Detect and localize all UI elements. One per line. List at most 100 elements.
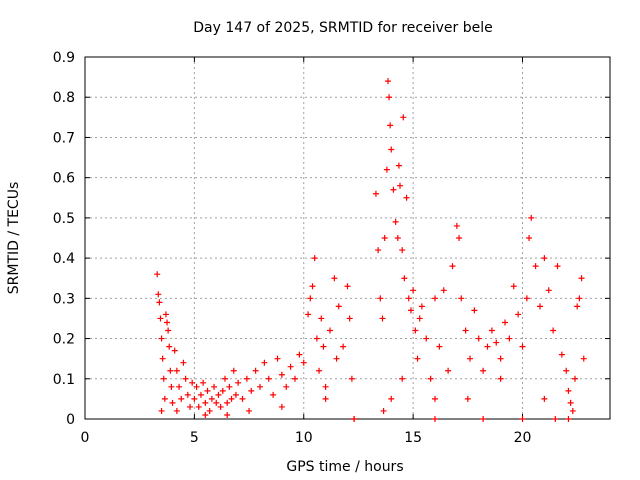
data-point bbox=[322, 395, 329, 402]
data-point bbox=[506, 335, 513, 342]
data-point bbox=[515, 311, 522, 318]
data-point bbox=[160, 375, 167, 382]
x-tick-label: 15 bbox=[404, 430, 422, 446]
data-point bbox=[191, 395, 198, 402]
x-tick-label: 0 bbox=[81, 430, 90, 446]
data-point bbox=[510, 283, 517, 290]
data-point bbox=[274, 355, 281, 362]
data-point bbox=[166, 343, 173, 350]
data-point bbox=[480, 416, 487, 422]
data-point bbox=[462, 327, 469, 334]
data-point bbox=[217, 403, 224, 410]
data-point bbox=[405, 295, 412, 302]
data-point bbox=[401, 275, 408, 282]
data-point bbox=[528, 214, 535, 221]
data-point bbox=[278, 371, 285, 378]
data-point bbox=[176, 383, 183, 390]
data-point bbox=[395, 162, 402, 169]
data-point bbox=[169, 399, 176, 406]
data-point bbox=[164, 319, 171, 326]
data-point bbox=[202, 399, 209, 406]
data-point bbox=[202, 411, 209, 418]
data-point bbox=[532, 263, 539, 270]
data-point bbox=[265, 375, 272, 382]
grid-lines bbox=[85, 57, 610, 419]
data-point bbox=[157, 315, 164, 322]
data-point bbox=[235, 379, 242, 386]
data-point bbox=[168, 383, 175, 390]
data-point bbox=[348, 375, 355, 382]
data-point bbox=[292, 375, 298, 382]
data-point bbox=[278, 403, 285, 410]
data-point bbox=[563, 367, 570, 374]
data-point bbox=[502, 319, 508, 326]
data-point bbox=[399, 375, 406, 382]
data-point bbox=[165, 327, 172, 334]
data-point bbox=[399, 247, 406, 254]
data-point bbox=[243, 375, 250, 382]
data-point bbox=[418, 303, 425, 310]
data-point bbox=[432, 416, 438, 422]
data-point bbox=[261, 359, 268, 366]
data-point bbox=[351, 416, 358, 422]
data-point bbox=[226, 383, 233, 390]
y-tick-label: 0.1 bbox=[53, 372, 75, 388]
data-point bbox=[388, 146, 395, 153]
data-point bbox=[407, 307, 414, 314]
data-point bbox=[230, 367, 237, 374]
data-point bbox=[423, 335, 430, 342]
data-point bbox=[449, 263, 456, 270]
y-tick-label: 0.9 bbox=[53, 50, 75, 66]
data-point bbox=[541, 395, 548, 402]
data-point bbox=[296, 351, 303, 358]
data-point bbox=[248, 387, 255, 394]
data-point bbox=[390, 186, 397, 193]
y-tick-label: 0.6 bbox=[53, 171, 75, 187]
data-point bbox=[414, 355, 421, 362]
data-point bbox=[257, 383, 263, 390]
data-point bbox=[464, 395, 471, 402]
data-point bbox=[372, 190, 379, 197]
data-point bbox=[574, 303, 581, 310]
data-point bbox=[436, 343, 443, 350]
data-point bbox=[392, 218, 399, 225]
y-tick-label: 0.4 bbox=[53, 251, 75, 267]
x-tick-label: 20 bbox=[514, 430, 532, 446]
data-point bbox=[410, 287, 417, 294]
data-point bbox=[554, 263, 561, 270]
data-point bbox=[340, 343, 347, 350]
data-point bbox=[537, 303, 543, 310]
data-point bbox=[344, 283, 351, 290]
data-point bbox=[287, 363, 294, 370]
data-point bbox=[213, 399, 220, 406]
data-point bbox=[313, 335, 320, 342]
data-point bbox=[200, 379, 207, 386]
data-point bbox=[211, 383, 218, 390]
data-point bbox=[197, 391, 204, 398]
data-point bbox=[394, 235, 401, 241]
data-point bbox=[162, 311, 169, 318]
data-point bbox=[239, 395, 246, 402]
data-point bbox=[155, 291, 162, 298]
plot-frame bbox=[84, 56, 611, 420]
data-point bbox=[189, 379, 196, 386]
x-tick-label: 5 bbox=[190, 430, 199, 446]
data-point bbox=[252, 367, 259, 374]
data-point bbox=[219, 387, 226, 394]
data-point bbox=[184, 391, 191, 398]
y-tick-label: 0.8 bbox=[53, 90, 75, 106]
data-point bbox=[346, 315, 353, 322]
data-point bbox=[195, 403, 202, 410]
data-point bbox=[309, 283, 316, 290]
data-point bbox=[565, 387, 572, 394]
data-point bbox=[224, 411, 231, 418]
data-point bbox=[187, 403, 193, 410]
data-point bbox=[550, 327, 557, 334]
data-point bbox=[305, 311, 312, 318]
data-point bbox=[182, 375, 189, 382]
y-axis-label: SRMTID / TECUs bbox=[6, 182, 22, 295]
data-point bbox=[180, 359, 187, 366]
y-tick-label: 0.2 bbox=[53, 332, 75, 348]
axis-ticks bbox=[84, 56, 610, 420]
